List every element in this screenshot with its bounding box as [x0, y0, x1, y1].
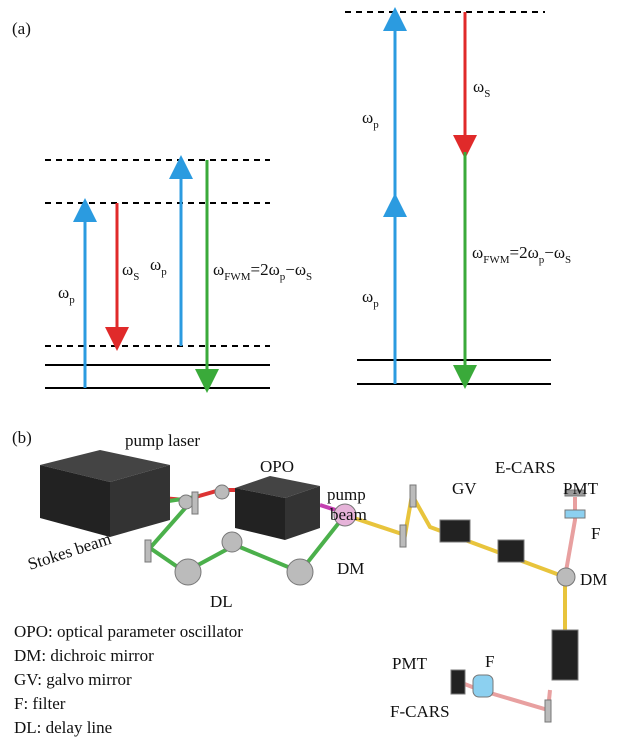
opo-label: OPO [260, 457, 294, 476]
symbol: =2ω [250, 260, 279, 279]
math-label: ωS [473, 77, 490, 100]
math-label: ωp [58, 283, 75, 306]
symbol: ω [150, 255, 161, 274]
subscript: S [133, 271, 139, 283]
dm-label: DM [337, 559, 364, 578]
dl-label: DL [210, 592, 233, 611]
subscript: S [565, 254, 571, 266]
subscript: S [484, 88, 490, 100]
pump-laser-box [40, 450, 170, 537]
legend: OPO: optical parameter oscillator DM: dic… [14, 622, 243, 737]
legend-item: DM: dichroic mirror [14, 646, 154, 665]
math-label: ωp [362, 108, 379, 131]
pmt-label: PMT [563, 479, 599, 498]
subscript: p [373, 298, 379, 310]
legend-item: GV: galvo mirror [14, 670, 132, 689]
legend-item: DL: delay line [14, 718, 112, 737]
symbol: =2ω [509, 243, 538, 262]
symbol: −ω [544, 243, 565, 262]
symbol: ω [473, 77, 484, 96]
math-label: ωp [150, 255, 167, 278]
symbol: ω [58, 283, 69, 302]
e-cars-label: E-CARS [495, 458, 555, 477]
symbol: ω [213, 260, 224, 279]
stokes-beam-label: Stokes beam [25, 529, 113, 574]
legend-item: F: filter [14, 694, 66, 713]
legend-item: OPO: optical parameter oscillator [14, 622, 243, 641]
math-label: ωS [122, 260, 139, 283]
filter-label: F [485, 652, 494, 671]
subscript: p [69, 294, 75, 306]
panel-label: (b) [12, 428, 32, 447]
dm-label: DM [580, 570, 607, 589]
pump-beam-label: beam [330, 505, 367, 524]
math-label: ωFWM=2ωp−ωS [472, 243, 571, 266]
symbol: ω [122, 260, 133, 279]
subscript: p [373, 119, 379, 131]
pump-laser-label: pump laser [125, 431, 200, 450]
f-cars-label: F-CARS [390, 702, 450, 721]
gv-label: GV [452, 479, 477, 498]
math-label: ωp [362, 287, 379, 310]
filter-label: F [591, 524, 600, 543]
pump-beam-label: pump [327, 485, 366, 504]
math-label: ωFWM=2ωp−ωS [213, 260, 312, 283]
subscript: S [306, 271, 312, 283]
pmt-label: PMT [392, 654, 428, 673]
energy-levels [45, 12, 551, 388]
opo-box [235, 476, 320, 540]
subscript: FWM [483, 254, 510, 266]
symbol: ω [472, 243, 483, 262]
symbol: ω [362, 108, 373, 127]
symbol: −ω [285, 260, 306, 279]
subscript: p [161, 266, 167, 278]
transition-arrows [85, 12, 465, 388]
subscript: FWM [224, 271, 251, 283]
panel-label: (a) [12, 19, 31, 38]
symbol: ω [362, 287, 373, 306]
figure: (a) ωpωSωpωFWM=2ωp−ωSωpωSωpωFWM=2ωp−ωS (… [0, 0, 617, 740]
